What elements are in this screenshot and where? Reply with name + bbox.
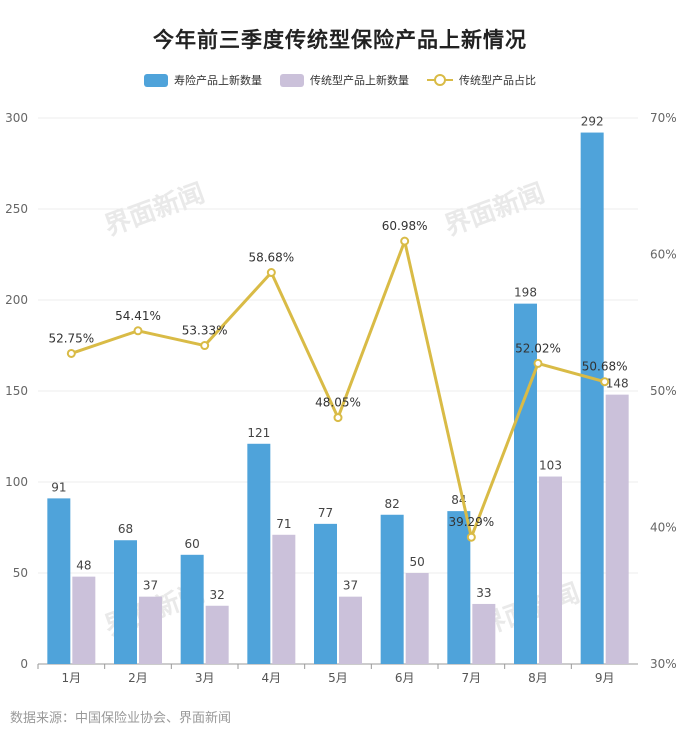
- bar-traditional-label: 71: [276, 517, 291, 531]
- bar-life-label: 91: [51, 480, 66, 494]
- legend-label-ratio: 传统型产品占比: [459, 74, 536, 87]
- ratio-point: [466, 532, 476, 542]
- bar-traditional: [605, 394, 629, 664]
- bar-traditional-label: 32: [210, 588, 225, 602]
- x-tick-label: 4月: [262, 671, 282, 685]
- y-left-tick-label: 250: [5, 202, 28, 216]
- bar-life: [47, 498, 71, 664]
- watermark-text: 界面新闻: [440, 177, 548, 242]
- bar-traditional: [405, 573, 429, 664]
- legend-item-life[interactable]: 寿险产品上新数量: [144, 72, 262, 88]
- x-tick-label: 3月: [195, 671, 215, 685]
- bar-traditional: [72, 576, 96, 664]
- bar-life: [380, 514, 404, 664]
- bar-traditional-label: 33: [476, 586, 491, 600]
- y-right-tick-label: 70%: [650, 111, 677, 125]
- bar-life-label: 121: [247, 426, 270, 440]
- bar-traditional-label: 50: [410, 555, 425, 569]
- x-tick-label: 7月: [462, 671, 482, 685]
- ratio-point: [133, 326, 143, 336]
- bar-traditional: [205, 605, 229, 664]
- ratio-point: [333, 413, 343, 423]
- source-note: 数据来源：中国保险业协会、界面新闻: [10, 711, 232, 726]
- legend: 寿险产品上新数量 传统型产品上新数量 传统型产品占比: [0, 72, 680, 88]
- bar-life-label: 198: [514, 286, 537, 300]
- bar-life-label: 60: [185, 537, 200, 551]
- legend-label-life: 寿险产品上新数量: [174, 74, 262, 87]
- bar-life-label: 292: [581, 115, 604, 129]
- y-left-tick-label: 50: [13, 566, 28, 580]
- x-tick-label: 9月: [595, 671, 615, 685]
- ratio-point-label: 48.05%: [315, 396, 361, 410]
- watermark-text: 界面新闻: [100, 177, 208, 242]
- bar-traditional-label: 37: [343, 579, 358, 593]
- legend-item-traditional[interactable]: 传统型产品上新数量: [280, 72, 409, 88]
- y-right-tick-label: 40%: [650, 521, 677, 535]
- bar-life: [580, 132, 604, 664]
- bar-traditional: [272, 534, 296, 664]
- bar-traditional: [339, 596, 362, 664]
- ratio-point-label: 39.29%: [448, 515, 494, 529]
- ratio-point: [600, 377, 610, 387]
- bar-traditional-label: 103: [539, 459, 562, 473]
- bar-life: [247, 443, 271, 664]
- legend-swatch-traditional: [280, 73, 304, 87]
- bar-traditional: [539, 476, 562, 664]
- ratio-point: [533, 358, 543, 368]
- bar-traditional-label: 148: [606, 377, 629, 391]
- ratio-point-label: 52.02%: [515, 341, 561, 355]
- bar-life: [514, 303, 537, 664]
- bar-life: [314, 523, 337, 664]
- ratio-point-label: 54.41%: [115, 309, 161, 323]
- bar-life: [447, 511, 471, 664]
- bar-traditional-label: 48: [76, 559, 91, 573]
- bar-traditional: [472, 603, 496, 664]
- y-left-tick-label: 200: [5, 293, 28, 307]
- legend-item-ratio[interactable]: 传统型产品占比: [427, 72, 536, 88]
- x-tick-label: 1月: [62, 671, 82, 685]
- ratio-point-label: 58.68%: [248, 251, 294, 265]
- y-left-tick-label: 100: [5, 475, 28, 489]
- y-left-tick-label: 0: [20, 657, 28, 671]
- ratio-point-label: 50.68%: [582, 360, 628, 374]
- chart-plot: 界面新闻界面新闻界面新闻界面新闻05010015020025030030%40%…: [5, 111, 677, 685]
- x-tick-label: 8月: [528, 671, 548, 685]
- bar-life: [114, 540, 137, 664]
- bar-life-label: 68: [118, 522, 133, 536]
- bar-life: [180, 554, 204, 664]
- bar-traditional-label: 37: [143, 579, 158, 593]
- bar-life-label: 82: [385, 497, 400, 511]
- x-tick-label: 5月: [328, 671, 348, 685]
- legend-swatch-ratio: [427, 73, 453, 87]
- ratio-point: [266, 268, 276, 278]
- y-left-tick-label: 300: [5, 111, 28, 125]
- ratio-point-label: 52.75%: [48, 331, 94, 345]
- y-right-tick-label: 60%: [650, 248, 677, 262]
- ratio-point-label: 53.33%: [182, 324, 228, 338]
- x-tick-label: 2月: [128, 671, 148, 685]
- ratio-point: [400, 236, 410, 246]
- legend-label-traditional: 传统型产品上新数量: [310, 74, 409, 87]
- y-left-tick-label: 150: [5, 384, 28, 398]
- bar-traditional: [139, 596, 162, 664]
- bar-life-label: 77: [318, 506, 333, 520]
- legend-swatch-life: [144, 73, 168, 87]
- x-tick-label: 6月: [395, 671, 415, 685]
- chart-title: 今年前三季度传统型保险产品上新情况: [153, 28, 527, 52]
- y-right-tick-label: 30%: [650, 657, 677, 671]
- ratio-point: [66, 348, 76, 358]
- y-right-tick-label: 50%: [650, 384, 677, 398]
- ratio-point: [200, 341, 210, 351]
- ratio-point-label: 60.98%: [382, 219, 428, 233]
